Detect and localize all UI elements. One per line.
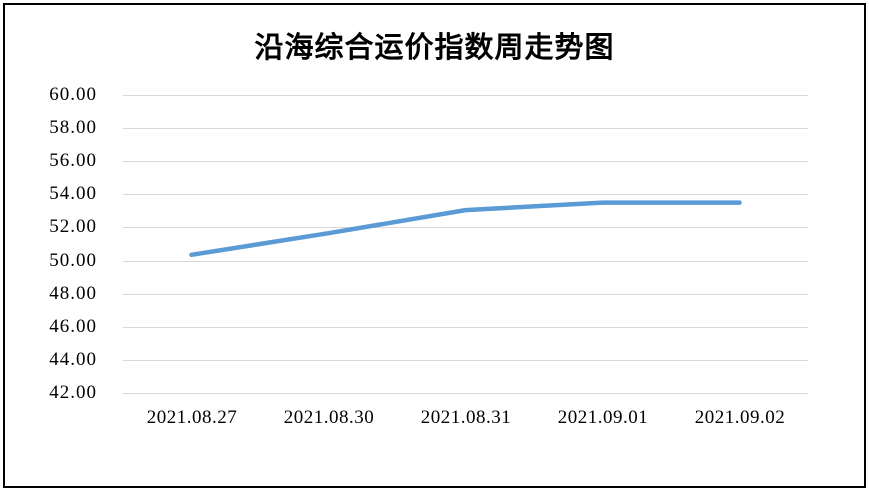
- y-tick-label: 42.00: [49, 382, 97, 403]
- y-tick-label: 48.00: [49, 283, 97, 304]
- y-tick-label: 44.00: [49, 349, 97, 370]
- gridline: [123, 95, 808, 96]
- y-tick-label: 58.00: [49, 117, 97, 138]
- gridline: [123, 161, 808, 162]
- gridline: [123, 128, 808, 129]
- chart-title: 沿海综合运价指数周走势图: [254, 32, 615, 64]
- x-tick-label: 2021.08.27: [146, 407, 238, 428]
- series-line: [189, 200, 742, 258]
- y-tick-label: 56.00: [49, 150, 97, 171]
- gridline: [123, 227, 808, 228]
- gridline: [123, 360, 808, 361]
- gridline: [123, 327, 808, 328]
- x-tick-label: 2021.08.30: [283, 407, 375, 428]
- y-tick-label: 54.00: [49, 183, 97, 204]
- gridline: [123, 261, 808, 262]
- y-tick-label: 52.00: [49, 216, 97, 237]
- y-tick-label: 50.00: [49, 250, 97, 271]
- y-tick-label: 46.00: [49, 316, 97, 337]
- x-tick-label: 2021.08.31: [420, 407, 512, 428]
- gridline: [123, 194, 808, 195]
- gridline: [123, 294, 808, 295]
- y-tick-label: 60.00: [49, 84, 97, 105]
- x-tick-label: 2021.09.02: [694, 407, 786, 428]
- gridline: [123, 393, 808, 394]
- x-tick-label: 2021.09.01: [557, 407, 649, 428]
